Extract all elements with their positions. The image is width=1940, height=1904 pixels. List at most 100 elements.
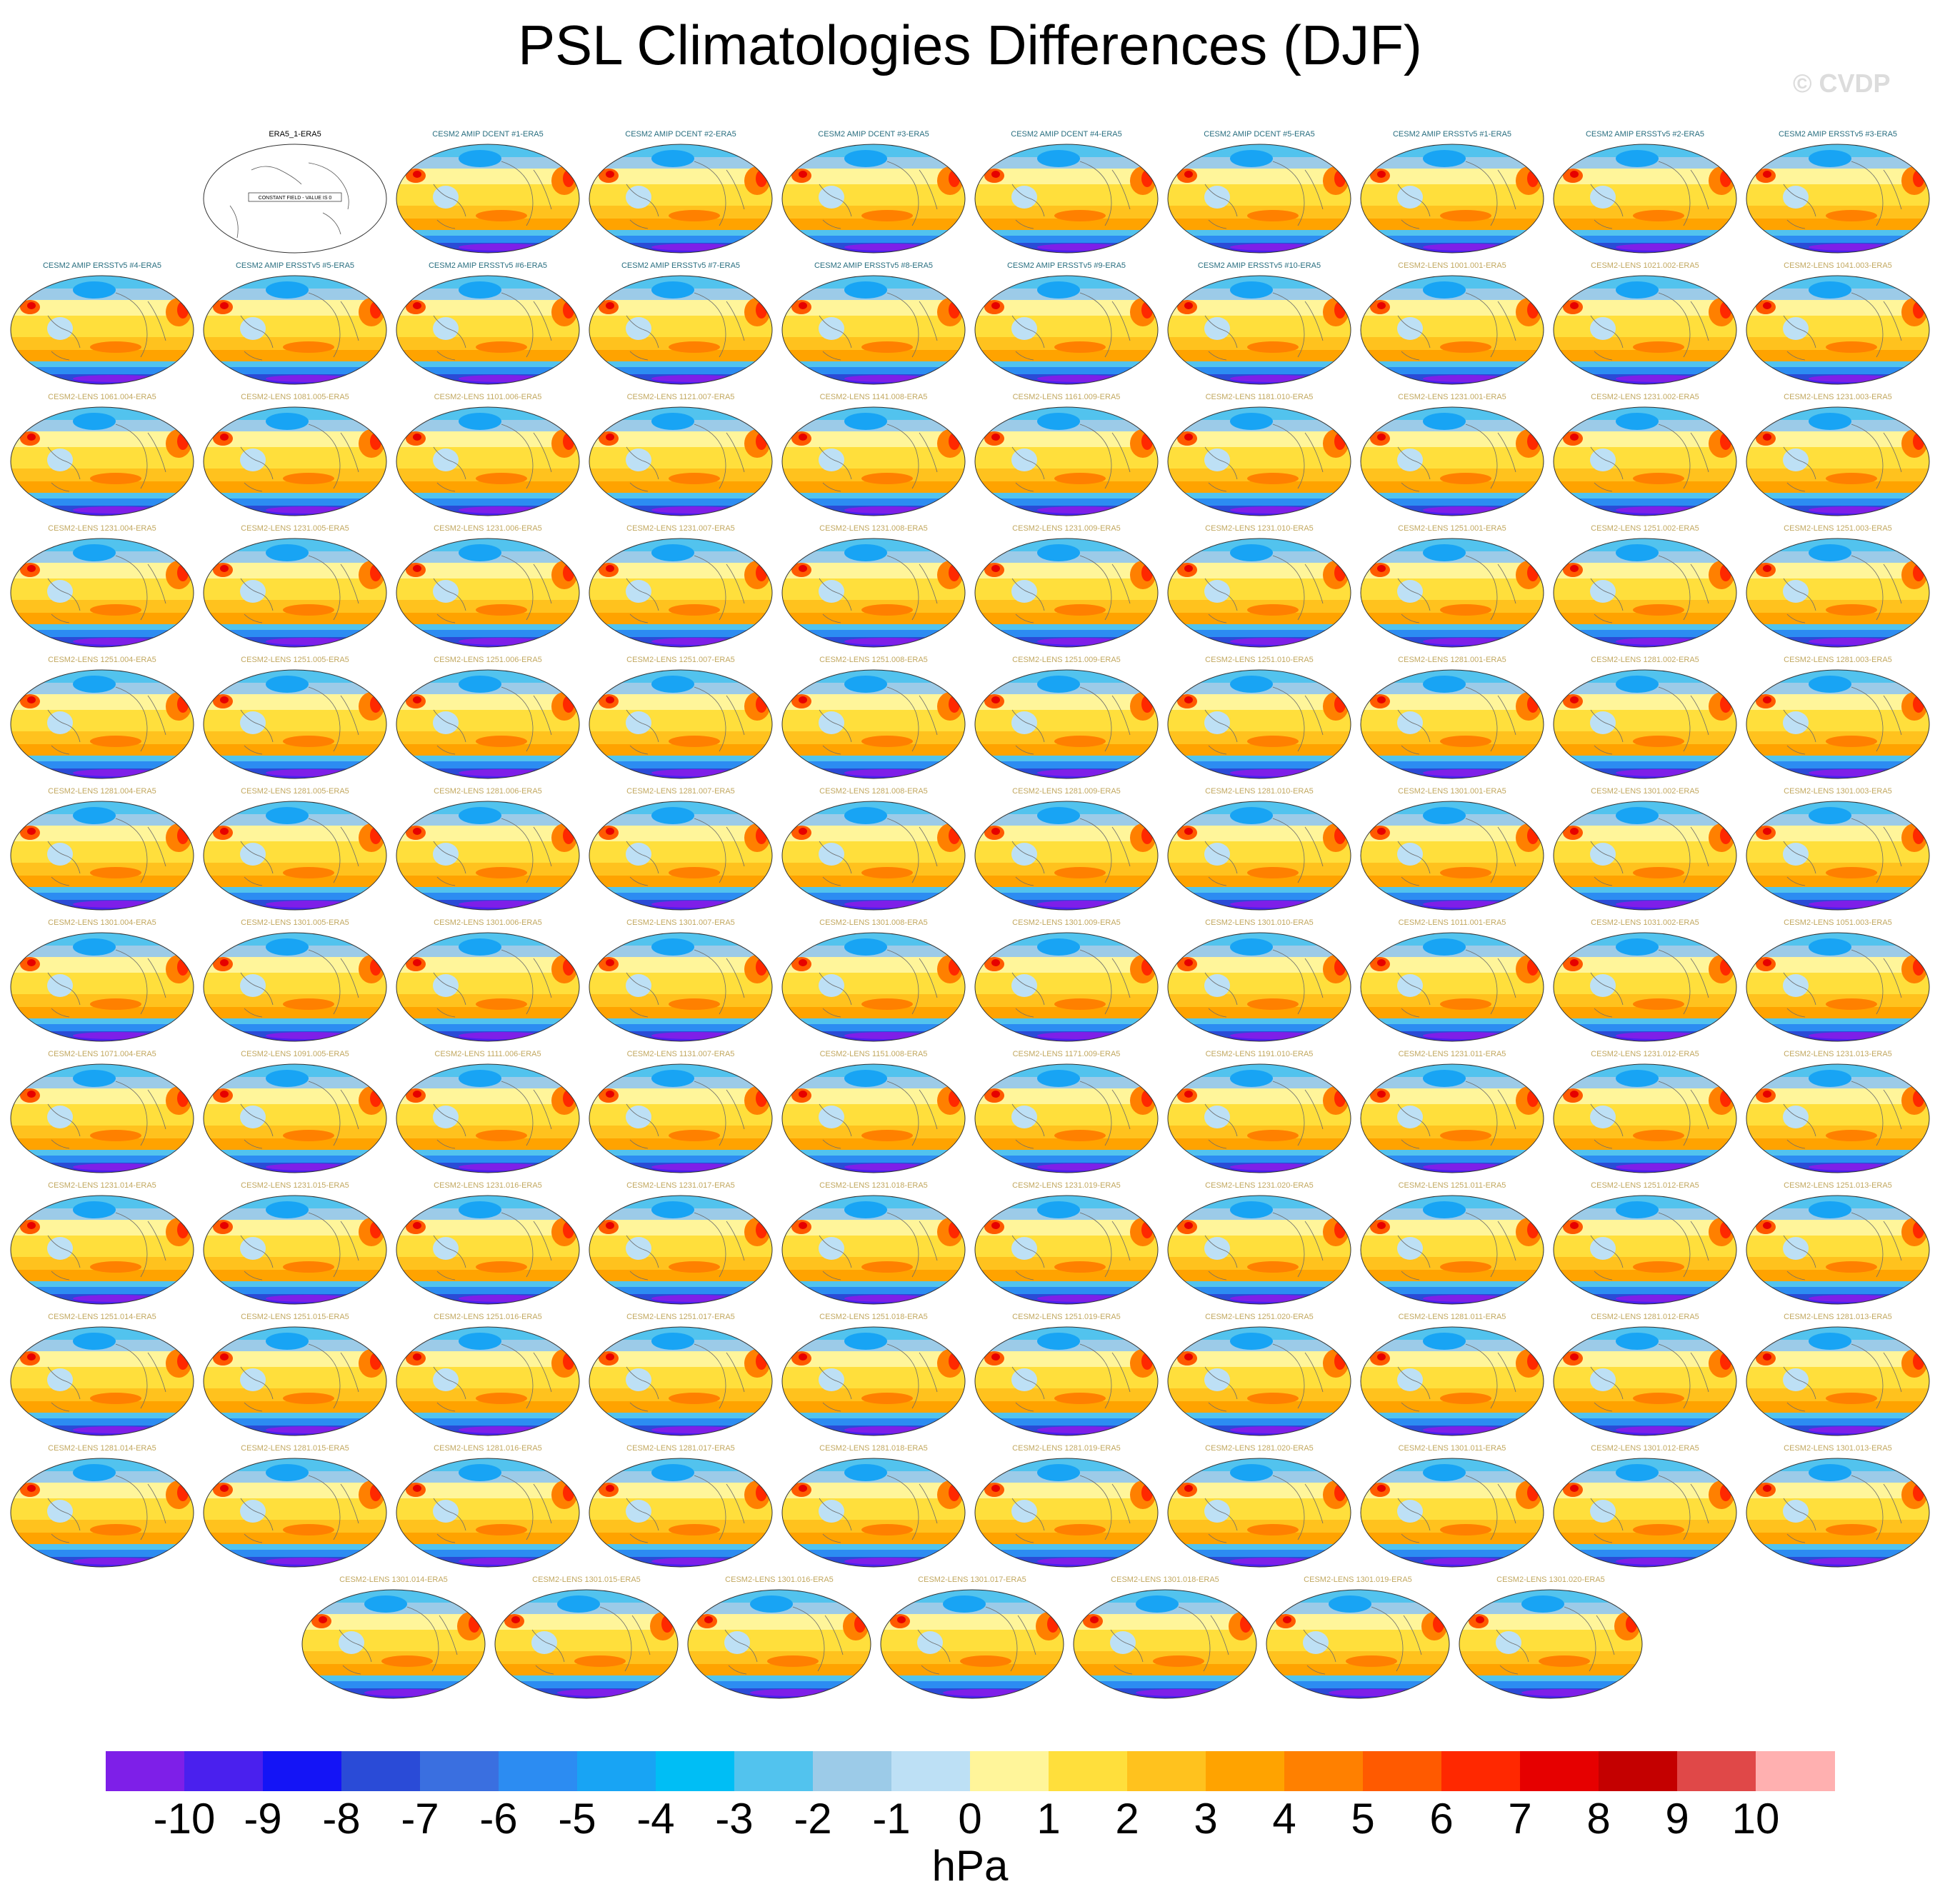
psl-band xyxy=(782,1007,965,1018)
map-panel: CESM2-LENS 1251.006-ERA5 xyxy=(394,656,581,781)
psl-band xyxy=(1746,761,1929,768)
psl-band xyxy=(1554,1270,1736,1281)
psl-anomaly xyxy=(1377,565,1386,572)
map-outline xyxy=(396,1458,580,1568)
psl-band xyxy=(782,361,965,367)
psl-band xyxy=(495,1675,678,1681)
map-panel: CESM2-LENS 1301.007-ERA5 xyxy=(587,918,774,1044)
psl-band xyxy=(1746,511,1929,516)
psl-band xyxy=(1554,1287,1736,1294)
psl-anomaly xyxy=(651,375,737,382)
map-svg xyxy=(974,932,1159,1042)
psl-anomaly xyxy=(1423,1201,1466,1218)
psl-anomaly xyxy=(283,473,334,484)
psl-anomaly xyxy=(1570,434,1579,441)
colorbar-tick-label: -6 xyxy=(479,1795,518,1843)
psl-band xyxy=(589,184,772,206)
psl-anomaly xyxy=(220,1485,229,1492)
psl-band xyxy=(1554,744,1736,756)
psl-band xyxy=(589,1150,772,1156)
map-outline xyxy=(1360,1326,1544,1436)
map-panel: CESM2-LENS 1251.013-ERA5 xyxy=(1744,1181,1931,1307)
psl-anomaly xyxy=(1423,375,1509,382)
psl-anomaly xyxy=(1011,1368,1037,1391)
psl-anomaly xyxy=(459,1032,544,1039)
psl-anomaly xyxy=(476,341,527,353)
psl-anomaly xyxy=(861,341,913,353)
psl-anomaly xyxy=(574,1655,626,1667)
psl-anomaly xyxy=(844,375,930,382)
psl-band xyxy=(1361,1483,1544,1498)
psl-anomaly xyxy=(1763,1091,1771,1098)
psl-anomaly xyxy=(1633,736,1684,747)
map-outline xyxy=(1360,1063,1544,1173)
psl-anomaly xyxy=(1423,676,1466,693)
psl-anomaly xyxy=(819,1500,844,1523)
psl-band xyxy=(396,1007,579,1018)
psl-band xyxy=(1554,511,1736,516)
psl-band xyxy=(975,316,1158,337)
map-panel: CESM2-LENS 1251.011-ERA5 xyxy=(1359,1181,1546,1307)
psl-band xyxy=(688,1630,871,1651)
psl-anomaly xyxy=(433,186,459,209)
psl-anomaly xyxy=(1011,580,1037,603)
psl-anomaly xyxy=(413,1222,421,1229)
map-panel: CESM2-LENS 1281.019-ERA5 xyxy=(973,1444,1160,1570)
psl-band xyxy=(782,1037,965,1041)
psl-band xyxy=(1361,481,1544,493)
psl-anomaly xyxy=(27,828,36,835)
map-outline xyxy=(1746,406,1930,516)
psl-band xyxy=(1746,380,1929,384)
map-panel: CESM2-LENS 1251.015-ERA5 xyxy=(201,1313,389,1438)
psl-band xyxy=(589,906,772,910)
psl-band xyxy=(589,563,772,578)
psl-anomaly xyxy=(1011,974,1037,997)
map-svg xyxy=(301,1589,486,1699)
psl-anomaly xyxy=(266,1464,309,1481)
psl-band xyxy=(975,1351,1158,1367)
psl-anomaly xyxy=(1397,1500,1423,1523)
psl-band xyxy=(11,511,194,516)
psl-band xyxy=(11,1220,194,1236)
psl-band xyxy=(1554,893,1736,900)
map-panel: CESM2-LENS 1281.003-ERA5 xyxy=(1744,656,1931,781)
coastline xyxy=(917,1606,1036,1675)
psl-band xyxy=(975,744,1158,756)
psl-anomaly xyxy=(90,1524,141,1535)
map-svg xyxy=(10,406,194,516)
map-svg xyxy=(1553,669,1737,779)
map-panel: CESM2-LENS 1301.002-ERA5 xyxy=(1551,787,1739,913)
psl-band xyxy=(204,498,386,506)
map-panel: CESM2-LENS 1301.010-ERA5 xyxy=(1166,918,1353,1044)
map-panel-title: CESM2 AMIP ERSSTv5 #3-ERA5 xyxy=(1778,130,1898,139)
psl-anomaly xyxy=(283,867,334,878)
chart-title: PSL Climatologies Differences (DJF) xyxy=(518,14,1422,76)
psl-band xyxy=(589,1270,772,1281)
psl-band xyxy=(1746,1156,1929,1163)
psl-anomaly xyxy=(1440,604,1491,616)
psl-anomaly xyxy=(651,638,737,645)
map-svg xyxy=(781,144,966,254)
psl-anomaly xyxy=(240,1368,266,1391)
colorbar-tick-label: 9 xyxy=(1665,1795,1689,1843)
psl-anomaly xyxy=(1054,473,1106,484)
psl-band xyxy=(1168,887,1351,893)
coastline xyxy=(47,1081,166,1149)
psl-band xyxy=(396,1138,579,1150)
psl-anomaly xyxy=(651,1070,694,1087)
psl-band xyxy=(1168,630,1351,637)
psl-band xyxy=(975,973,1158,994)
psl-anomaly xyxy=(1247,736,1299,747)
psl-band xyxy=(1746,493,1929,498)
psl-band xyxy=(1554,236,1736,243)
psl-anomaly xyxy=(433,1500,459,1523)
map-panel: CESM2-LENS 1301.015-ERA5 xyxy=(493,1575,680,1701)
psl-band xyxy=(396,1156,579,1163)
psl-band xyxy=(396,1550,579,1557)
psl-anomaly xyxy=(240,711,266,734)
psl-band xyxy=(881,1675,1064,1681)
psl-band xyxy=(1554,643,1736,647)
psl-band xyxy=(1746,431,1929,447)
psl-band xyxy=(975,1037,1158,1041)
psl-band xyxy=(589,316,772,337)
